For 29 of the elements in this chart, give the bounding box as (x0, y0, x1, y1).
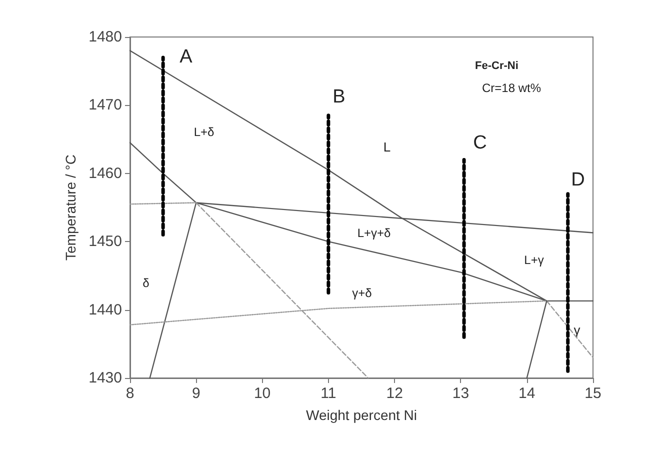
x-tick-label: 10 (254, 385, 271, 402)
y-tick-label: 1460 (88, 164, 122, 182)
y-tick-label: 1440 (88, 301, 122, 318)
y-tick-label: 1430 (88, 370, 122, 386)
x-tick-label: 14 (518, 385, 536, 402)
annotation: A (180, 46, 193, 68)
y-tick-label: 1480 (88, 28, 122, 46)
x-tick-label: 12 (386, 385, 403, 402)
annotation: Fe-Cr-Ni (475, 60, 518, 72)
annotation: δ (142, 276, 150, 290)
annotation: C (473, 132, 487, 154)
annotation: L+δ (194, 125, 214, 139)
y-tick-label: 1450 (88, 233, 122, 250)
x-tick-label: 15 (584, 385, 602, 402)
annotation: Cr=18 wt% (482, 81, 542, 95)
annotation: L+γ (524, 253, 544, 267)
annotation: γ+δ (352, 286, 372, 300)
annotation: L+γ+δ (357, 226, 391, 240)
annotation: B (332, 86, 346, 108)
x-tick-label: 13 (452, 385, 470, 402)
annotation: L (383, 140, 391, 154)
annotation: γ (574, 322, 581, 338)
y-tick-label: 1470 (88, 96, 122, 114)
x-tick-label: 8 (126, 385, 134, 402)
x-tick-label: 11 (320, 385, 336, 402)
x-tick-label: 9 (192, 385, 200, 402)
x-axis-title: Weight percent Ni (306, 407, 418, 423)
y-axis-title: Temperature / °C (62, 154, 79, 260)
annotation: D (571, 170, 585, 190)
